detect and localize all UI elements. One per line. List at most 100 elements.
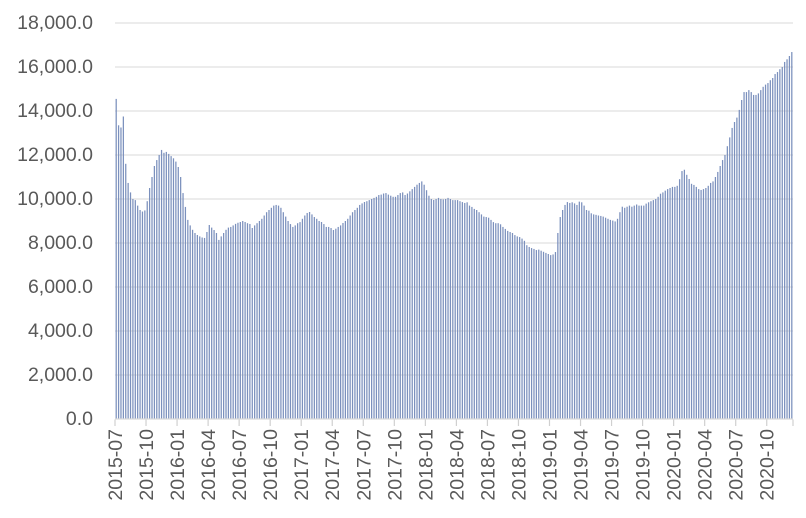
bar [332, 230, 335, 419]
bar [492, 222, 495, 419]
bar [445, 199, 447, 419]
bar [631, 206, 633, 419]
x-axis-tick-label: 2017-01 [291, 429, 313, 501]
bar [566, 202, 569, 419]
bar [604, 217, 607, 419]
bar [683, 169, 685, 419]
bar [170, 156, 172, 419]
bar [514, 235, 516, 419]
bar [244, 221, 246, 419]
bar [671, 186, 674, 419]
bar [437, 197, 440, 419]
bar [497, 223, 499, 419]
bar [263, 215, 265, 419]
bar [657, 196, 659, 419]
bar [277, 205, 280, 419]
y-axis-tick-label: 14,000.0 [17, 100, 93, 122]
bar [452, 200, 454, 419]
bar [578, 201, 580, 419]
bar [237, 222, 239, 419]
bar [616, 218, 619, 419]
bar [430, 199, 432, 419]
bar [559, 217, 561, 419]
bar [597, 215, 600, 419]
bar [576, 204, 578, 419]
bar [392, 196, 394, 419]
bar [530, 248, 533, 419]
bar [681, 171, 683, 419]
bar [413, 186, 416, 419]
bar [411, 189, 413, 419]
bar [265, 212, 268, 419]
bar [774, 74, 776, 419]
bar [745, 92, 748, 419]
bar [483, 216, 485, 419]
x-axis-tick-label: 2019-07 [602, 429, 624, 501]
bar [447, 197, 449, 419]
bar [311, 214, 313, 419]
bar [600, 215, 602, 419]
bar [662, 192, 664, 419]
y-axis-tick-label: 6,000.0 [28, 276, 93, 298]
bar [158, 155, 160, 419]
bar [258, 221, 261, 419]
x-axis-tick-label: 2018-04 [446, 429, 468, 501]
bar [151, 177, 153, 419]
bar [344, 221, 346, 419]
bar [688, 178, 690, 419]
bar [308, 212, 311, 419]
bar [471, 206, 473, 419]
bar [552, 254, 554, 419]
bar [755, 94, 757, 419]
bar [289, 224, 292, 419]
bar [507, 230, 509, 419]
bar [423, 184, 425, 419]
bar [387, 194, 389, 419]
bar [366, 201, 368, 419]
bar [404, 195, 406, 419]
bar [499, 224, 502, 419]
bar [196, 234, 198, 419]
bar [425, 190, 428, 419]
bar [686, 174, 688, 419]
bar [330, 228, 332, 419]
bar [294, 225, 296, 419]
bar [702, 189, 705, 419]
x-axis-tick-label: 2015-07 [105, 429, 127, 501]
bar [347, 218, 349, 419]
bar [710, 182, 712, 419]
x-axis-tick-label: 2018-01 [415, 429, 437, 501]
x-axis-tick-label: 2017-07 [353, 429, 375, 501]
bar [385, 193, 387, 419]
bar [320, 221, 323, 419]
bar [678, 179, 681, 419]
bar [354, 210, 356, 419]
bar [550, 255, 552, 419]
bar [466, 202, 468, 419]
bar [612, 220, 614, 419]
bar [707, 185, 709, 419]
bar [521, 238, 523, 419]
bar [502, 226, 504, 419]
bar [146, 201, 148, 419]
bar [461, 202, 463, 419]
bar [519, 237, 521, 419]
bar [607, 218, 609, 419]
bar [137, 205, 139, 419]
bar [638, 205, 640, 419]
bar [585, 210, 588, 419]
bar [141, 211, 144, 419]
bar [621, 206, 623, 419]
bar [191, 229, 194, 419]
bar [779, 69, 781, 419]
bar [690, 183, 693, 419]
bar [741, 100, 743, 419]
bar [664, 190, 666, 419]
x-axis-tick-label: 2016-01 [167, 429, 189, 501]
bar [717, 171, 719, 419]
bar [526, 245, 528, 419]
y-axis-tick-label: 8,000.0 [28, 232, 93, 254]
bar [299, 222, 301, 419]
bar [251, 228, 253, 419]
bar [769, 80, 771, 419]
